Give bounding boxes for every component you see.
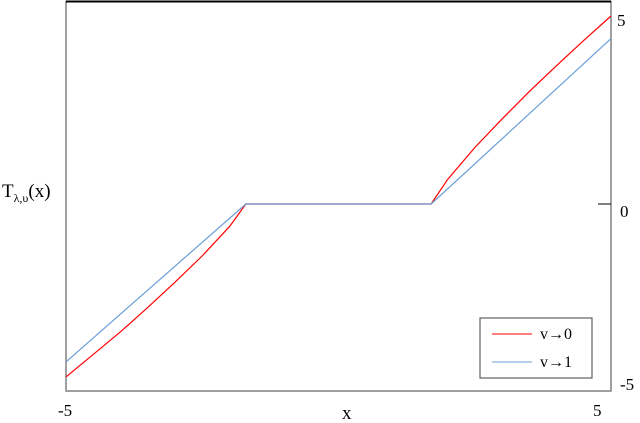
legend: v→0 v→1 <box>479 317 593 379</box>
x-tick-label: 5 <box>593 401 602 420</box>
legend-label: v→1 <box>540 354 572 371</box>
series-layer <box>65 15 612 378</box>
y-axis-label: Tλ,υ(x) <box>2 181 51 205</box>
y-tick-label: 0 <box>620 202 629 221</box>
x-tick-label: -5 <box>58 401 72 420</box>
x-axis-label: x <box>342 403 352 423</box>
series-line-1 <box>65 38 612 363</box>
legend-label: v→0 <box>540 326 572 343</box>
y-tick-label: 5 <box>617 11 626 30</box>
y-tick-label: -5 <box>620 375 634 394</box>
